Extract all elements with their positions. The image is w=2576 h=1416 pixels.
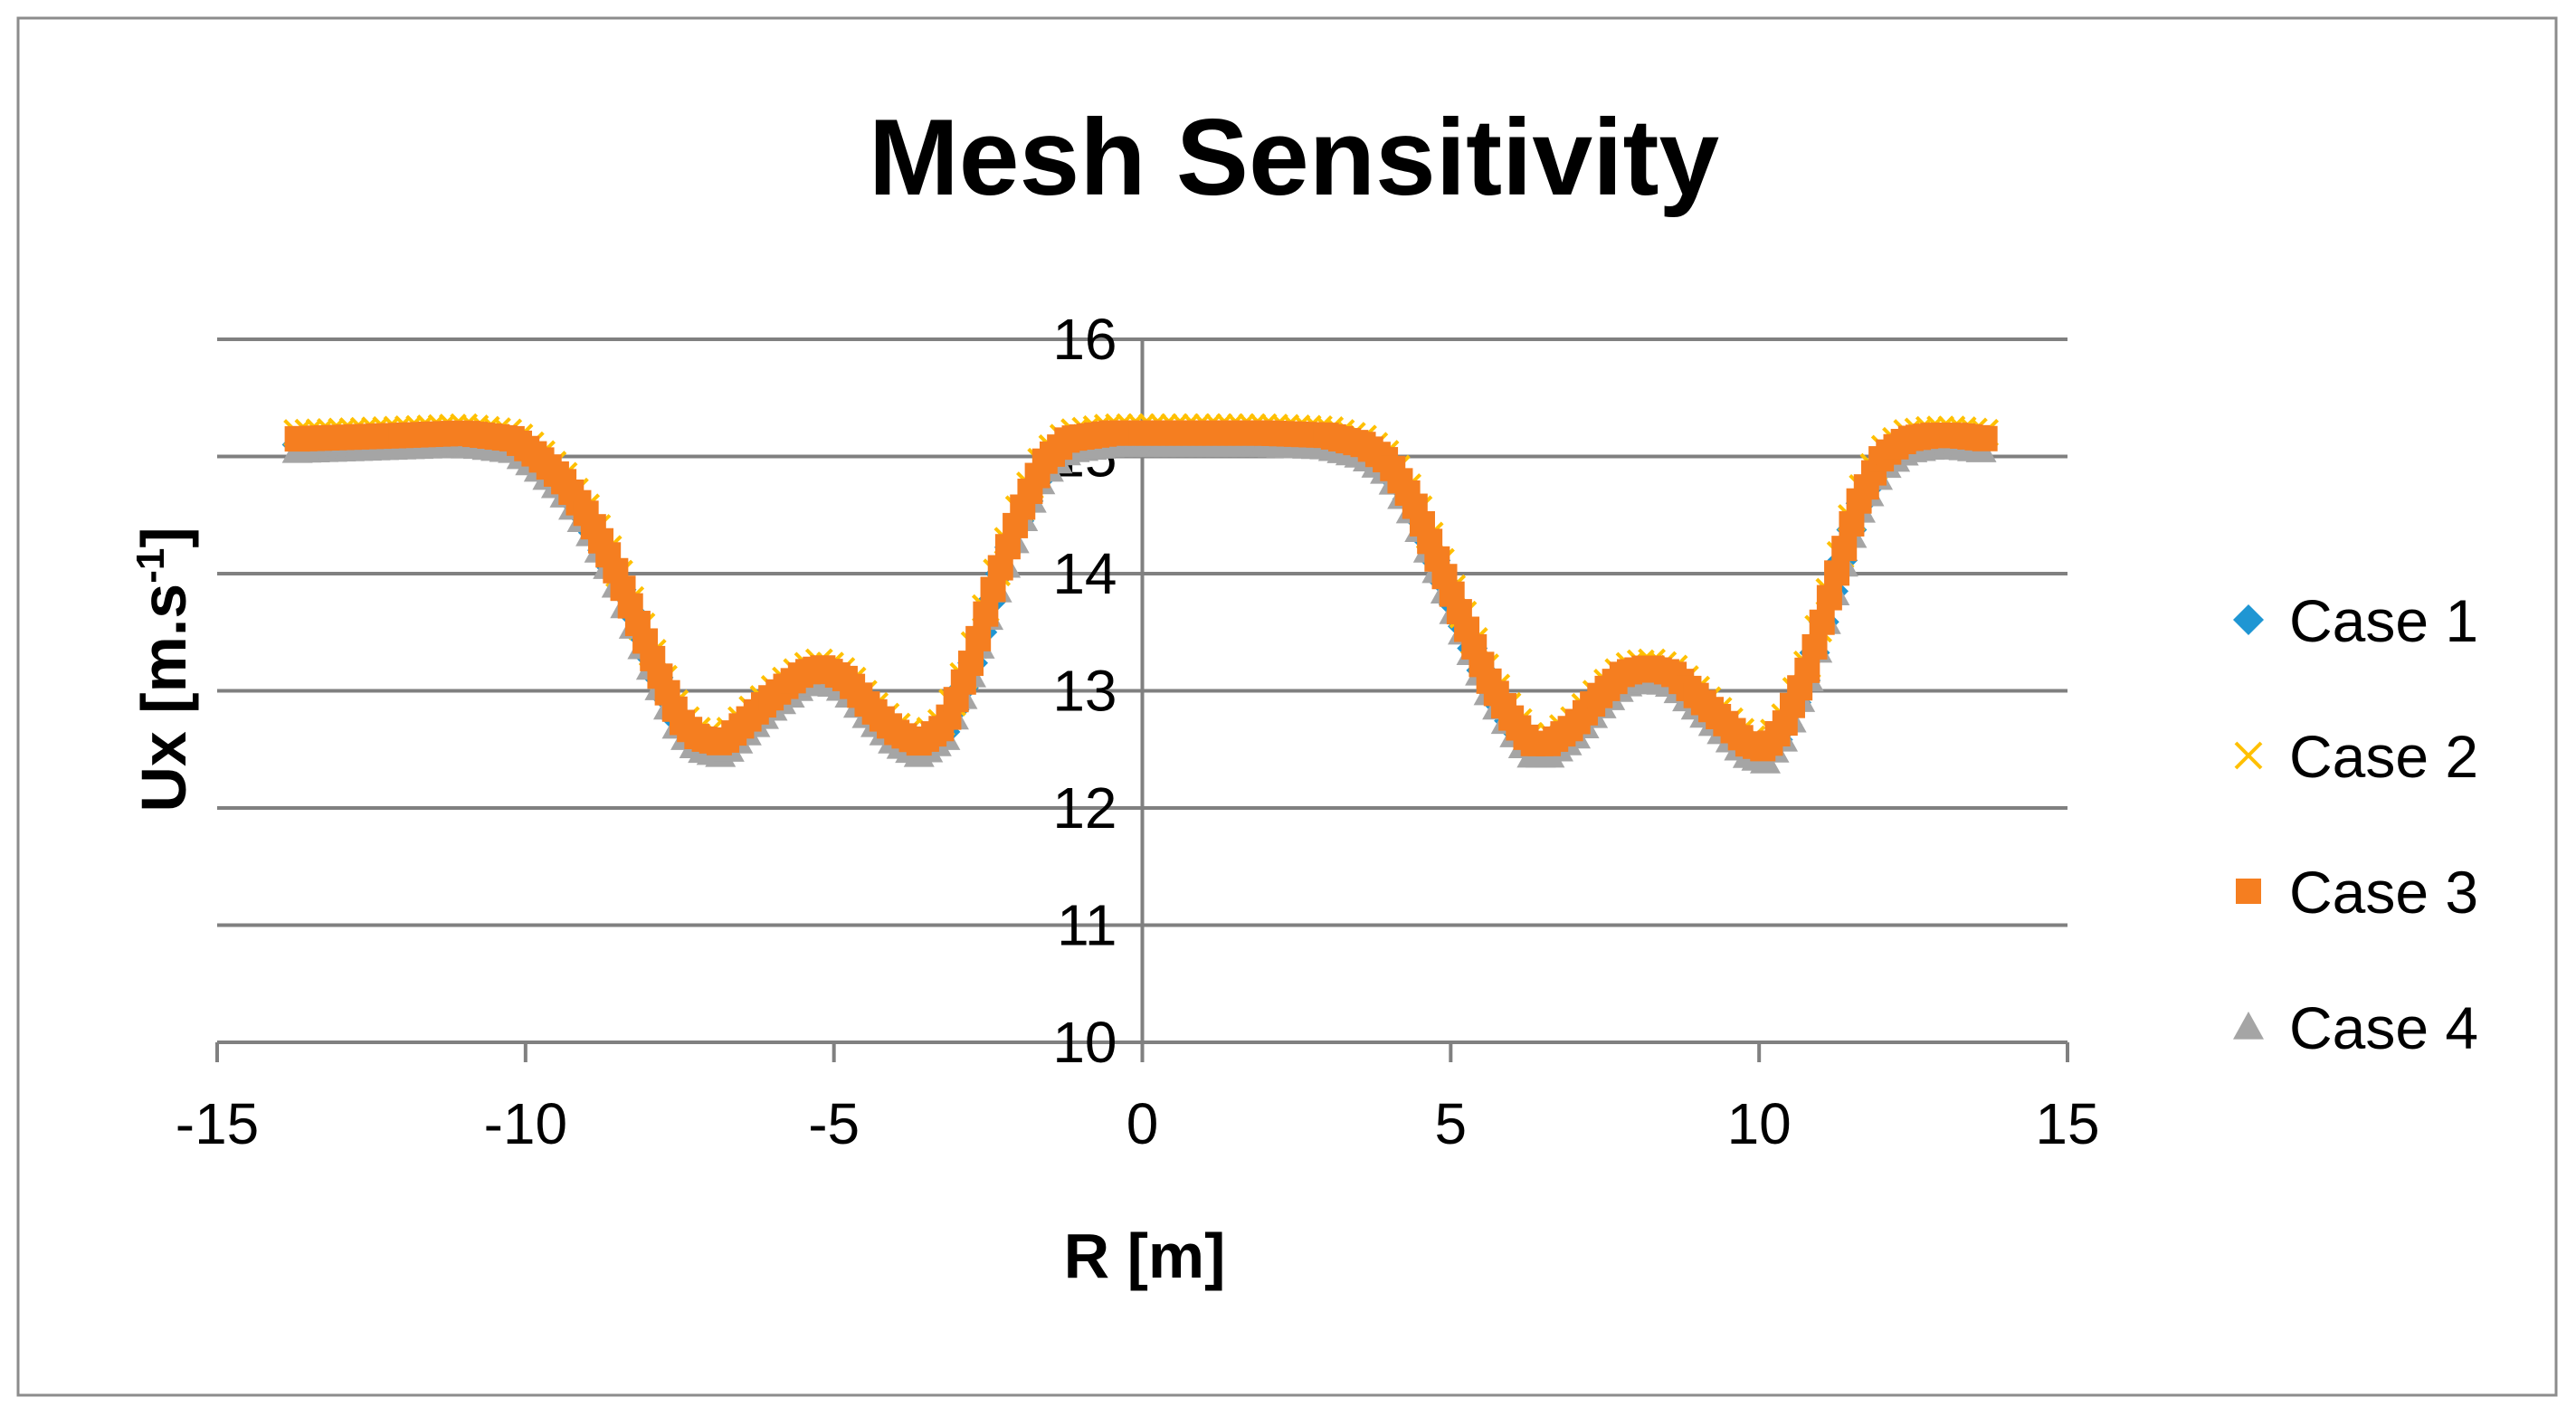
y-tick-labels: 10111213141516	[1052, 307, 1117, 1075]
legend-label: Case 1	[2289, 587, 2478, 654]
y-tick-label-16: 16	[1052, 307, 1117, 372]
data-point	[1839, 510, 1865, 537]
legend: Case 1 Case 2 Case 3 Case 4	[2233, 587, 2478, 1061]
y-tick-label-10: 10	[1052, 1010, 1117, 1075]
y-tick-label-14: 14	[1052, 541, 1117, 606]
x-tick-label-10: 10	[1727, 1091, 1792, 1156]
data-point	[1809, 609, 1835, 635]
axis-layer	[215, 337, 2069, 1062]
data-point	[980, 576, 1006, 603]
legend-item-case-4: Case 4	[2233, 994, 2478, 1061]
data-point	[1816, 584, 1842, 611]
y-axis-label-sup: -1	[128, 548, 173, 584]
legend-label: Case 4	[2289, 994, 2478, 1061]
legend-marker	[2233, 604, 2264, 635]
data-point	[1794, 657, 1820, 683]
x-tick-label--5: -5	[808, 1091, 860, 1156]
legend-item-case-3: Case 3	[2236, 859, 2478, 926]
data-point	[1972, 425, 1998, 451]
data-point	[1801, 633, 1828, 660]
legend-label: Case 3	[2289, 859, 2478, 926]
x-axis-label: R [m]	[1064, 1221, 1226, 1291]
data-point	[973, 601, 999, 627]
data-point	[1824, 560, 1850, 586]
series-case-3	[284, 420, 1998, 762]
series-layer	[281, 413, 2000, 774]
legend-marker-stroke-b	[2234, 741, 2263, 770]
svg-text:Ux [m.s-1]: Ux [m.s-1]	[128, 527, 200, 812]
legend-marker	[2233, 1012, 2264, 1040]
legend-label: Case 2	[2289, 723, 2478, 790]
x-tick-label--10: -10	[484, 1091, 568, 1156]
chart-title: Mesh Sensitivity	[869, 97, 1720, 218]
x-tick-label-5: 5	[1435, 1091, 1468, 1156]
y-axis-label: Ux [m.s-1]	[128, 527, 200, 812]
y-axis-label-main: Ux [m.s	[128, 584, 199, 813]
x-tick-label-0: 0	[1126, 1091, 1159, 1156]
legend-item-case-2: Case 2	[2234, 723, 2478, 790]
legend-item-case-1: Case 1	[2233, 587, 2478, 654]
data-point	[957, 651, 984, 677]
y-tick-label-13: 13	[1052, 659, 1117, 724]
legend-marker	[2236, 879, 2261, 904]
y-tick-label-12: 12	[1052, 775, 1117, 841]
chart-border	[16, 16, 2558, 1397]
data-point	[965, 625, 992, 651]
x-tick-labels: -15 -10 -5 0 5 10 15	[176, 1091, 2100, 1156]
data-point	[1831, 536, 1858, 562]
y-axis-label-end: ]	[128, 527, 199, 547]
x-tick-label--15: -15	[176, 1091, 260, 1156]
x-tick-label-15: 15	[2035, 1091, 2099, 1156]
y-tick-label-11: 11	[1057, 893, 1117, 958]
legend-marker	[2234, 741, 2263, 770]
